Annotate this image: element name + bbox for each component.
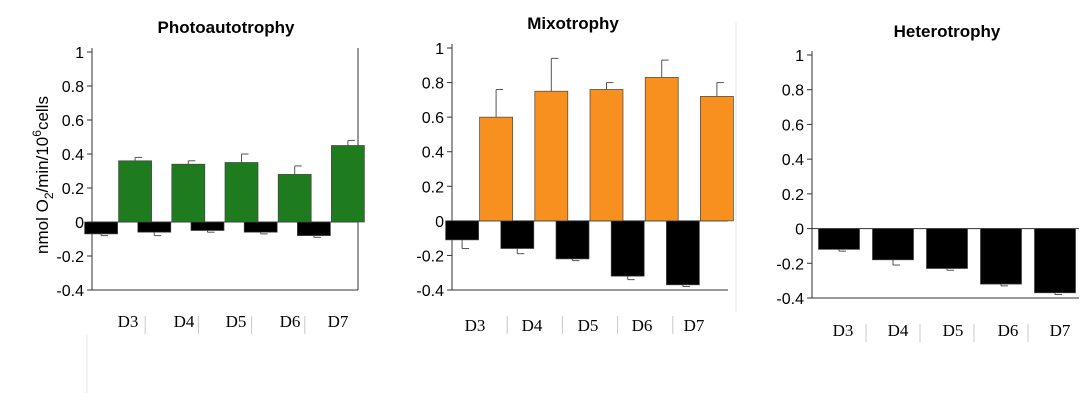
y-axis-label-suffix: cells <box>33 96 52 130</box>
bar <box>224 162 259 223</box>
y-tick-label: 0.6 <box>62 113 84 130</box>
x-tick-label: D4 <box>522 316 543 335</box>
x-tick-label: D5 <box>226 312 247 331</box>
y-tick-label: -0.2 <box>416 248 444 265</box>
bar <box>118 160 152 223</box>
bar <box>666 220 700 286</box>
y-tick-label: 0.6 <box>422 110 444 127</box>
bar <box>589 89 624 222</box>
x-tick-label: D6 <box>998 321 1019 340</box>
y-tick-label: 0.6 <box>782 117 804 134</box>
y-axis-label-sub: 2 <box>42 192 56 199</box>
y-axis-label-prefix: nmol O <box>33 199 52 254</box>
y-axis-label-mid: /min/10 <box>33 137 52 193</box>
bar <box>818 228 860 250</box>
y-tick-label: 0.4 <box>62 147 84 164</box>
y-tick-label: 1 <box>435 41 444 58</box>
y-axis-label: nmol O2/min/106cells <box>30 96 56 254</box>
y-tick-label: 0.2 <box>62 181 84 198</box>
y-tick-label: 0 <box>75 215 84 232</box>
chart-title: Photoautotrophy <box>158 18 295 37</box>
chart-panel-photoautotrophy: Photoautotrophy 1 0.8 0.6 0.4 0.2 0 -0.2 -0.4 D3 D… <box>56 18 365 334</box>
y-tick-label: 0.8 <box>62 79 84 96</box>
y-axis-label-sup: 6 <box>30 130 44 137</box>
x-tick-label: D5 <box>578 316 599 335</box>
x-tick-label: D7 <box>1050 321 1071 340</box>
bar <box>1034 228 1076 294</box>
bar <box>277 174 312 223</box>
y-tick-label: 0 <box>795 222 804 239</box>
bar <box>479 116 513 222</box>
y-tick-label: 0.2 <box>422 179 444 196</box>
x-tick-label: D6 <box>632 316 653 335</box>
chart-title: Heterotrophy <box>894 22 1001 41</box>
bar <box>534 90 569 222</box>
y-tick-label: -0.2 <box>776 256 804 273</box>
bar <box>137 221 172 233</box>
bar <box>84 221 118 235</box>
y-tick-label: 1 <box>75 45 84 62</box>
bar <box>297 221 331 236</box>
x-tick-label: D7 <box>328 312 349 331</box>
y-tick-label: 0.4 <box>782 152 804 169</box>
y-tick-label: -0.2 <box>56 249 84 266</box>
bar <box>980 228 1022 285</box>
x-tick-label: D6 <box>280 312 301 331</box>
x-tick-label: D4 <box>174 312 195 331</box>
bar <box>331 145 365 223</box>
y-tick-label: 0.8 <box>782 83 804 100</box>
chart-title: Mixotrophy <box>527 14 619 33</box>
x-tick-label: D7 <box>684 316 705 335</box>
bar <box>243 221 278 233</box>
y-tick-label: 0 <box>435 214 444 231</box>
y-tick-label: -0.4 <box>416 283 444 300</box>
x-tick-label: D3 <box>833 321 854 340</box>
y-tick-label: -0.4 <box>56 283 84 300</box>
y-tick-label: 0.8 <box>422 76 444 93</box>
bar <box>445 220 479 241</box>
x-tick-label: D3 <box>118 312 139 331</box>
bar <box>872 228 914 261</box>
bar <box>171 163 206 223</box>
x-tick-label: D3 <box>465 316 486 335</box>
bar <box>610 220 645 277</box>
chart-panel-mixotrophy: Mixotrophy 1 0.8 0.6 0.4 0.2 0 -0.2 -0.4 D3 D4 D5 D6… <box>416 14 734 335</box>
bar <box>926 228 968 269</box>
bar <box>555 220 590 260</box>
bar <box>500 220 535 249</box>
y-tick-label: 0.2 <box>782 187 804 204</box>
y-tick-label: 0.4 <box>422 145 444 162</box>
y-tick-label: 1 <box>795 48 804 65</box>
x-tick-label: D5 <box>943 321 964 340</box>
chart-panel-heterotrophy: Heterotrophy 1 0.8 0.6 0.4 0.2 0 -0.2 -0.4 D3 D4 D5… <box>776 22 1079 342</box>
bar <box>190 221 225 231</box>
y-tick-label: -0.4 <box>776 291 804 308</box>
bar <box>644 77 679 222</box>
x-tick-label: D4 <box>888 321 909 340</box>
bar <box>700 96 734 222</box>
